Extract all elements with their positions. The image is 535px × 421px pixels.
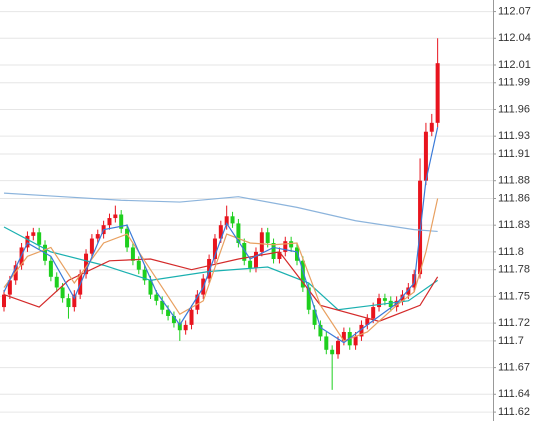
candle-body	[212, 238, 217, 260]
candle-body	[119, 214, 124, 229]
candle-body	[230, 216, 235, 224]
candle-body	[295, 247, 299, 261]
y-tick-label: 111.86	[498, 192, 530, 204]
candle-body	[25, 235, 30, 248]
candle-body	[142, 269, 147, 281]
candle-body	[283, 241, 288, 252]
moving-average-line	[3, 192, 438, 233]
candle-body	[400, 294, 405, 301]
candle-body	[423, 131, 428, 181]
candle-body	[306, 287, 311, 310]
y-tick-label: 111.64	[498, 388, 530, 400]
candle-body	[236, 223, 241, 243]
candle-body	[435, 63, 440, 123]
candle-body	[359, 324, 364, 337]
moving-average-line	[3, 251, 439, 322]
moving-average-line	[3, 127, 439, 344]
candle-body	[312, 309, 317, 325]
candle-body	[177, 323, 182, 331]
candle-body	[60, 287, 65, 299]
candle-body	[89, 238, 94, 254]
candle-body	[154, 294, 159, 301]
candle-body	[330, 349, 335, 355]
candle-body	[166, 309, 171, 316]
y-tick-label: 111.75	[498, 290, 530, 302]
candle-body	[248, 260, 253, 268]
candle-body	[113, 214, 118, 219]
y-tick-label: 112.07	[498, 5, 531, 17]
candle-body	[265, 232, 270, 243]
candle-body	[406, 287, 411, 295]
candle-body	[95, 234, 100, 239]
y-tick-label: 111.83	[498, 219, 530, 231]
candle-body	[54, 276, 59, 288]
y-tick-label: 111.91	[498, 148, 530, 160]
moving-average-line	[3, 198, 439, 342]
candle-body	[253, 251, 258, 268]
y-tick-label: 112.01	[498, 59, 531, 71]
candle-body	[195, 294, 200, 310]
candle-body	[148, 280, 153, 295]
candle-body	[429, 122, 434, 132]
candle-body	[353, 336, 358, 346]
candle-body	[207, 259, 212, 279]
candle-body	[7, 280, 12, 295]
candle-body	[48, 260, 53, 277]
candle-body	[377, 298, 382, 308]
candle-body	[277, 251, 282, 260]
y-tick-label: 111.99	[498, 77, 530, 89]
y-tick-label: 111.62	[498, 406, 530, 418]
candle-body	[189, 309, 194, 325]
candle-body	[271, 242, 276, 260]
y-tick-label: 111.72	[498, 317, 530, 329]
y-tick-label: 111.67	[498, 362, 530, 374]
candle-body	[37, 232, 42, 245]
candle-body	[183, 324, 188, 331]
y-tick-label: 111.88	[498, 175, 530, 187]
y-tick-label: 112.04	[498, 32, 531, 44]
y-tick-label: 111.7	[498, 335, 524, 347]
candle-body	[218, 225, 223, 239]
candle-body	[84, 253, 89, 275]
candle-body	[130, 247, 135, 261]
candle-body	[324, 336, 329, 350]
candle-body	[318, 324, 323, 337]
moving-average-line	[3, 226, 438, 311]
candle-body	[259, 232, 264, 252]
candle-body	[289, 241, 294, 248]
candle-body	[388, 300, 393, 308]
candle-body	[365, 318, 370, 325]
y-tick-label: 111.93	[498, 130, 530, 142]
y-tick-label: 111.8	[498, 246, 524, 258]
candle-body	[107, 218, 112, 226]
candle-body	[371, 307, 376, 319]
candle-body	[341, 331, 346, 341]
candle-body	[300, 260, 305, 288]
candle-body	[382, 298, 387, 301]
candle-body	[224, 216, 229, 226]
grid	[0, 11, 493, 413]
y-tick-label: 111.78	[498, 264, 530, 276]
candle-body	[136, 260, 141, 270]
candle-body	[72, 294, 77, 308]
candle-body	[242, 242, 247, 261]
candle-body	[66, 298, 71, 308]
y-tick-label: 111.96	[498, 103, 530, 115]
candle-body	[2, 294, 6, 308]
candle-body	[125, 228, 130, 248]
candle-body	[160, 300, 165, 310]
candle-body	[336, 340, 341, 355]
candle-body	[171, 315, 176, 324]
candle-body	[31, 232, 36, 236]
